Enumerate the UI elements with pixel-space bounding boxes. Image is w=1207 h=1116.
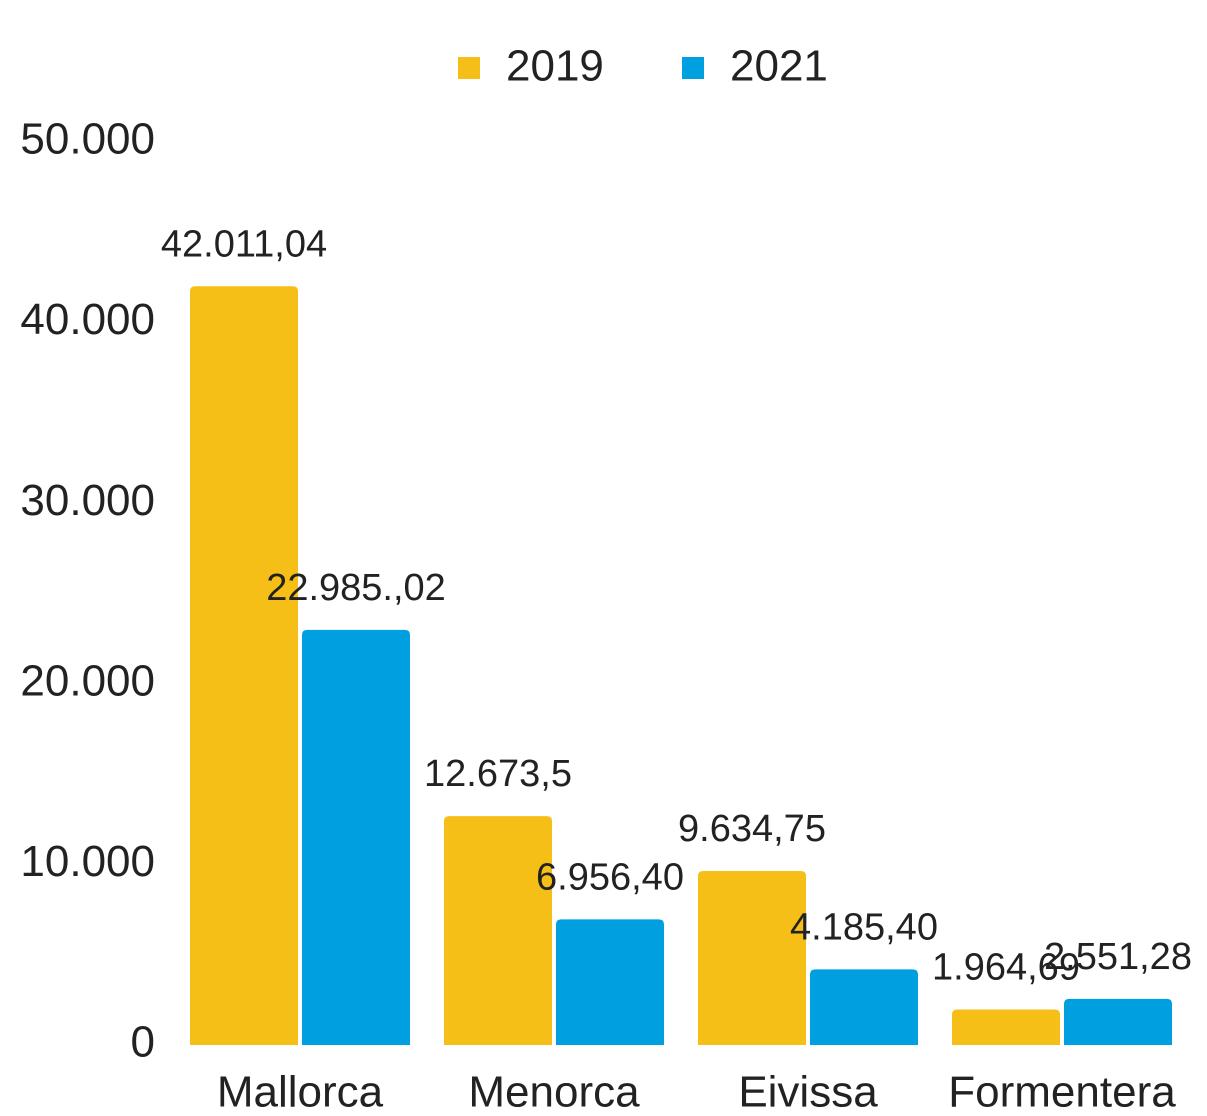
y-tick-label: 0 xyxy=(131,1018,155,1067)
value-label: 1.964,69 xyxy=(932,947,1080,989)
legend-label: 2021 xyxy=(730,42,828,91)
legend-swatch xyxy=(682,57,704,79)
value-label: 22.985.,02 xyxy=(266,567,446,609)
bar xyxy=(1064,998,1172,1045)
y-tick-label: 10.000 xyxy=(20,837,155,886)
bar xyxy=(952,1009,1060,1045)
x-tick-label: Mallorca xyxy=(217,1068,384,1116)
legend-swatch xyxy=(458,57,480,79)
value-label: 6.956,40 xyxy=(536,856,684,898)
bar xyxy=(810,969,918,1045)
value-label: 4.185,40 xyxy=(790,906,938,948)
y-tick-label: 30.000 xyxy=(20,476,155,525)
x-tick-label: Eivissa xyxy=(738,1068,878,1116)
value-label: 12.673,5 xyxy=(424,753,572,795)
value-label: 2.551,28 xyxy=(1044,936,1192,978)
y-tick-label: 20.000 xyxy=(20,656,155,705)
bar xyxy=(302,629,410,1045)
legend-label: 2019 xyxy=(506,42,604,91)
y-tick-label: 50.000 xyxy=(20,115,155,164)
value-label: 9.634,75 xyxy=(678,808,826,850)
value-label: 42.011,04 xyxy=(161,223,327,265)
bar xyxy=(190,286,298,1045)
x-tick-label: Menorca xyxy=(468,1068,640,1116)
y-tick-label: 40.000 xyxy=(20,295,155,344)
bar xyxy=(556,919,664,1045)
bar xyxy=(444,816,552,1045)
bar xyxy=(698,870,806,1045)
x-tick-label: Formentera xyxy=(948,1068,1176,1116)
